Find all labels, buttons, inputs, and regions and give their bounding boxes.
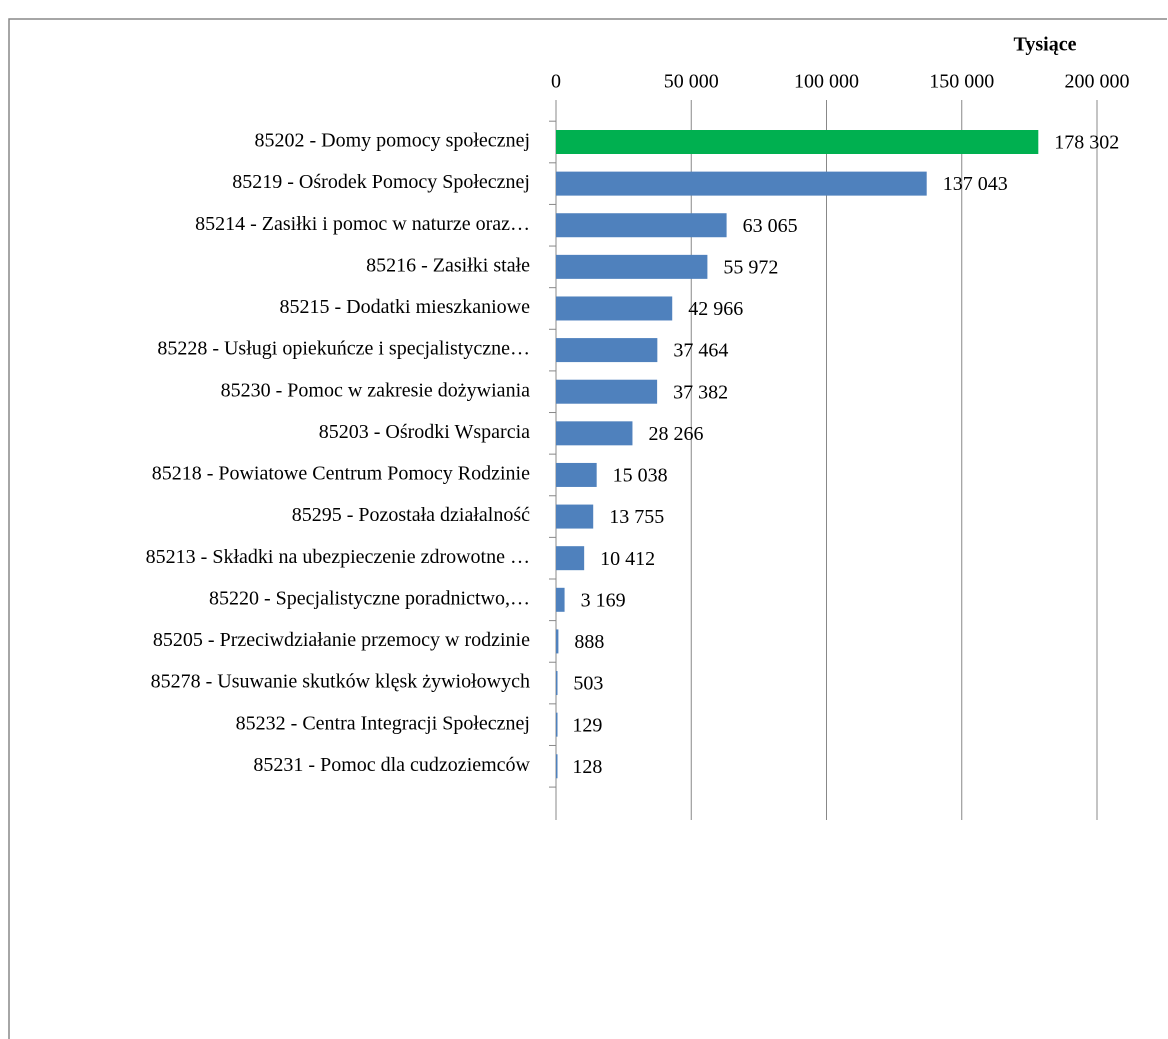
- bar: [556, 296, 673, 321]
- x-tick-label: 0: [551, 71, 561, 93]
- bar: [556, 213, 727, 238]
- value-label: 55 972: [723, 256, 778, 278]
- category-label: 85216 - Zasiłki stałe: [366, 254, 530, 276]
- category-label: 85220 - Specjalistyczne poradnictwo,…: [209, 587, 530, 609]
- value-label: 10 412: [600, 548, 655, 570]
- category-label: 85202 - Domy pomocy społecznej: [255, 130, 531, 152]
- value-label: 13 755: [609, 506, 664, 528]
- value-label: 178 302: [1054, 132, 1119, 154]
- value-label: 28 266: [648, 423, 703, 445]
- category-label: 85205 - Przeciwdziałanie przemocy w rodz…: [153, 629, 530, 651]
- value-label: 128: [572, 756, 602, 778]
- category-label: 85231 - Pomoc dla cudzoziemców: [253, 754, 530, 776]
- value-label: 503: [573, 673, 603, 695]
- bar: [556, 462, 597, 487]
- value-label: 888: [574, 631, 604, 653]
- category-label: 85230 - Pomoc w zakresie dożywiania: [221, 379, 530, 401]
- category-label: 85219 - Ośrodek Pomocy Społecznej: [232, 171, 530, 193]
- bar: [556, 629, 559, 654]
- value-label: 37 382: [673, 381, 728, 403]
- category-label: 85214 - Zasiłki i pomoc w naturze oraz…: [195, 213, 530, 235]
- bar: [556, 587, 565, 612]
- value-label: 129: [572, 714, 602, 736]
- category-label: 85228 - Usługi opiekuńcze i specjalistyc…: [157, 338, 530, 360]
- bar: [556, 379, 658, 404]
- value-label: 3 169: [581, 589, 626, 611]
- bar: [556, 254, 708, 279]
- bar: [556, 754, 558, 779]
- bar: [556, 338, 658, 363]
- category-label: 85213 - Składki na ubezpieczenie zdrowot…: [146, 546, 530, 568]
- category-label: 85278 - Usuwanie skutków klęsk żywiołowy…: [151, 671, 530, 693]
- value-label: 63 065: [743, 215, 798, 237]
- category-label: 85203 - Ośrodki Wsparcia: [319, 421, 530, 443]
- category-label: 85295 - Pozostała działalność: [292, 504, 530, 526]
- value-label: 42 966: [688, 298, 743, 320]
- bar: [556, 130, 1039, 154]
- bar: [556, 712, 558, 737]
- category-label: 85232 - Centra Integracji Społecznej: [236, 712, 530, 734]
- value-label: 37 464: [673, 340, 728, 362]
- frame: [8, 18, 1167, 1039]
- x-tick-label: 100 000: [794, 71, 859, 93]
- x-tick-label: 150 000: [929, 71, 994, 93]
- axis-title: Tysiące: [1014, 34, 1077, 56]
- bar: [556, 546, 585, 571]
- bar: [556, 171, 927, 196]
- bar: [556, 671, 558, 696]
- x-tick-label: 200 000: [1065, 71, 1130, 93]
- value-label: 15 038: [613, 465, 668, 487]
- bar: [556, 421, 633, 446]
- value-label: 137 043: [943, 173, 1008, 195]
- category-label: 85218 - Powiatowe Centrum Pomocy Rodzini…: [152, 463, 530, 485]
- x-tick-label: 50 000: [664, 71, 719, 93]
- bar: [556, 504, 594, 529]
- category-label: 85215 - Dodatki mieszkaniowe: [280, 296, 531, 318]
